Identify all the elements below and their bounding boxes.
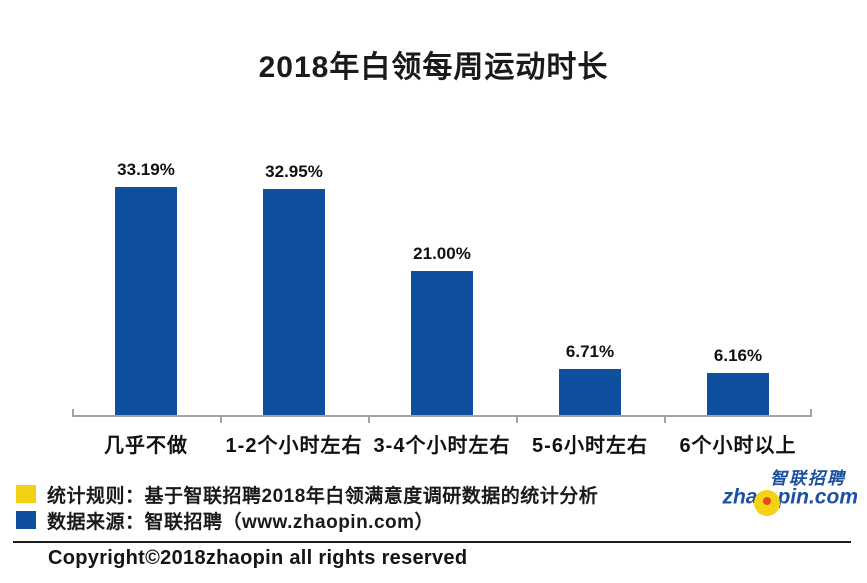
x-axis-label-3: 5-6小时左右 — [532, 435, 648, 457]
footnotes: 统计规则：基于智联招聘2018年白领满意度调研数据的统计分析 数据来源：智联招聘… — [16, 484, 598, 536]
bar-0 — [115, 187, 177, 415]
bar-4 — [707, 373, 769, 415]
bar-value-label-0: 33.19% — [117, 160, 175, 179]
x-axis-label-2: 3-4个小时左右 — [373, 435, 511, 457]
zhaopin-logo-dot-icon — [763, 497, 772, 505]
zhaopin-logo: 智联招聘 zha pin.com — [700, 470, 858, 530]
x-axis-label-4: 6个小时以上 — [679, 435, 797, 457]
blue-square-marker — [16, 511, 36, 529]
axis-tick-2 — [368, 417, 370, 423]
zhaopin-logo-cn-text: 智联招聘 — [770, 469, 846, 488]
footnote-source-text: 数据来源：智联招聘（www.zhaopin.com） — [47, 511, 435, 533]
bar-2 — [411, 271, 473, 415]
bar-value-label-2: 21.00% — [413, 244, 471, 263]
bar-value-label-3: 6.71% — [565, 342, 615, 361]
axis-tick-3 — [516, 417, 518, 423]
footnote-rule: 统计规则：基于智联招聘2018年白领满意度调研数据的统计分析 — [16, 484, 598, 507]
copyright-text: Copyright©2018zhaopin all rights reserve… — [48, 547, 468, 569]
footnote-rule-text: 统计规则：基于智联招聘2018年白领满意度调研数据的统计分析 — [47, 485, 599, 507]
zhaopin-logo-en-suffix: pin.com — [777, 485, 858, 509]
chart-title: 2018年白领每周运动时长 — [258, 51, 609, 84]
x-axis-label-0: 几乎不做 — [104, 435, 188, 457]
axis-tick-1 — [220, 417, 222, 423]
plot-area: 33.19% 32.95% 21.00% 6.71% 6.16% — [72, 160, 812, 423]
bar-3 — [559, 369, 621, 415]
axis-tick-4 — [664, 417, 666, 423]
bar-value-label-1: 32.95% — [265, 162, 323, 181]
x-axis-label-1: 1-2个小时左右 — [225, 435, 363, 457]
zhaopin-logo-en-text: zha pin.com — [700, 485, 858, 516]
zhaopin-logo-ball-icon — [754, 490, 781, 516]
yellow-square-marker — [16, 485, 36, 503]
footnote-source: 数据来源：智联招聘（www.zhaopin.com） — [16, 510, 598, 533]
footer-separator-line — [13, 541, 851, 543]
axis-tick-5 — [810, 409, 812, 415]
bar-value-label-4: 6.16% — [713, 346, 763, 365]
zhaopin-logo-en-prefix: zha — [722, 485, 758, 509]
axis-tick-0 — [72, 409, 74, 415]
x-axis-labels: 几乎不做 1-2个小时左右 3-4个小时左右 5-6小时左右 6个小时以上 — [72, 429, 812, 458]
bar-1 — [263, 189, 325, 415]
